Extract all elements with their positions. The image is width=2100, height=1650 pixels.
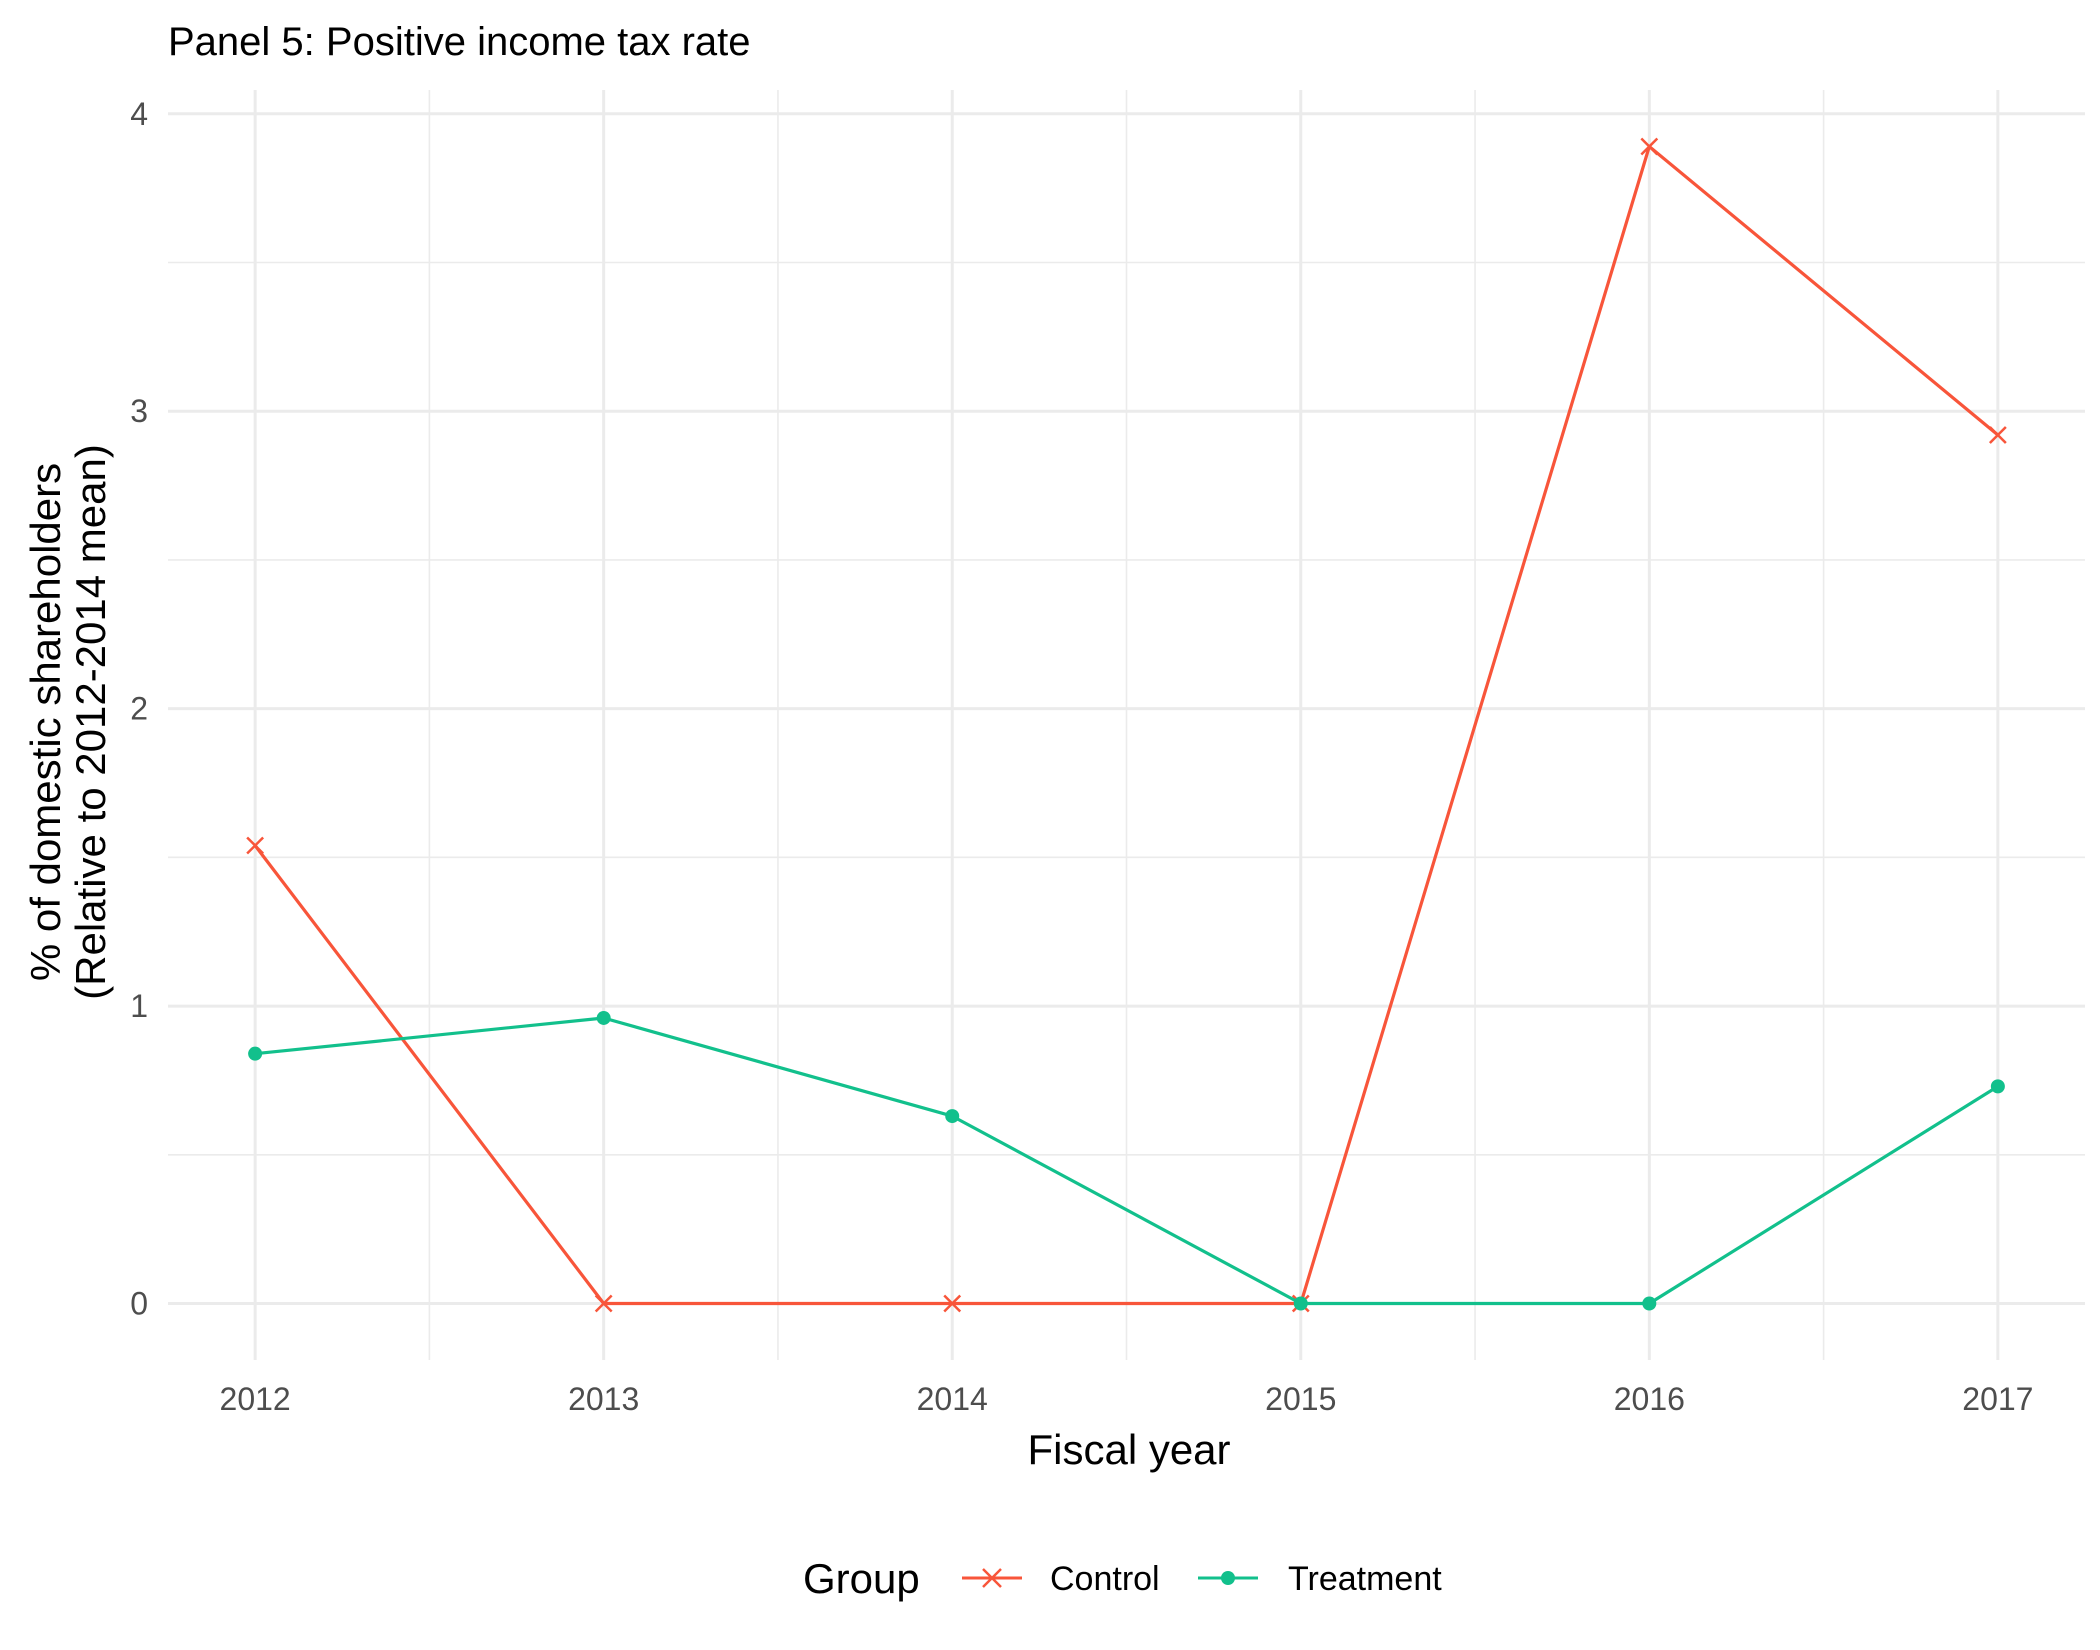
y-axis-label-line-1: % of domestic shareholders (22, 463, 69, 981)
legend-key-control (962, 1568, 1022, 1588)
legend: Group Control Treatment (803, 1555, 1442, 1602)
x-tick-label: 2013 (568, 1381, 639, 1417)
legend-label-control: Control (1050, 1560, 1160, 1598)
y-tick-label: 4 (130, 96, 148, 132)
data-point-treatment (945, 1109, 960, 1124)
x-tick-label: 2012 (220, 1381, 291, 1417)
y-tick-label: 2 (130, 691, 148, 727)
plot-grid (168, 90, 2085, 1360)
y-axis-ticks: 0 1 2 3 4 (130, 96, 148, 1322)
data-point-treatment (1293, 1296, 1308, 1311)
legend-key-treatment (1198, 1571, 1258, 1585)
x-tick-label: 2014 (917, 1381, 988, 1417)
series-line-treatment (254, 1016, 1999, 1306)
series-treatment (248, 1010, 2005, 1311)
y-axis-label: % of domestic shareholders (Relative to … (22, 444, 114, 1000)
x-tick-label: 2017 (1962, 1381, 2033, 1417)
data-point-treatment (1990, 1079, 2005, 1094)
data-point-control (246, 836, 265, 855)
plot-series (246, 137, 2007, 1313)
data-point-control (594, 1294, 613, 1313)
data-point-control (943, 1294, 962, 1313)
x-tick-label: 2016 (1614, 1381, 1685, 1417)
legend-title: Group (803, 1555, 920, 1602)
y-tick-label: 1 (130, 988, 148, 1024)
data-point-treatment (596, 1010, 611, 1025)
y-axis-label-line-2: (Relative to 2012-2014 mean) (67, 444, 114, 1000)
series-line-control (253, 144, 1999, 1306)
series-control (246, 137, 2007, 1313)
data-point-treatment (248, 1046, 263, 1061)
y-tick-label: 0 (130, 1285, 148, 1321)
chart-title: Panel 5: Positive income tax rate (168, 20, 751, 64)
x-axis-label: Fiscal year (1027, 1426, 1230, 1473)
legend-label-treatment: Treatment (1288, 1560, 1442, 1598)
data-point-treatment (1642, 1296, 1657, 1311)
y-tick-label: 3 (130, 393, 148, 429)
data-point-control (1640, 137, 1659, 156)
data-point-control (1988, 426, 2007, 444)
x-tick-label: 2015 (1265, 1381, 1336, 1417)
x-axis-ticks: 2012 2013 2014 2015 2016 2017 (220, 1381, 2034, 1417)
